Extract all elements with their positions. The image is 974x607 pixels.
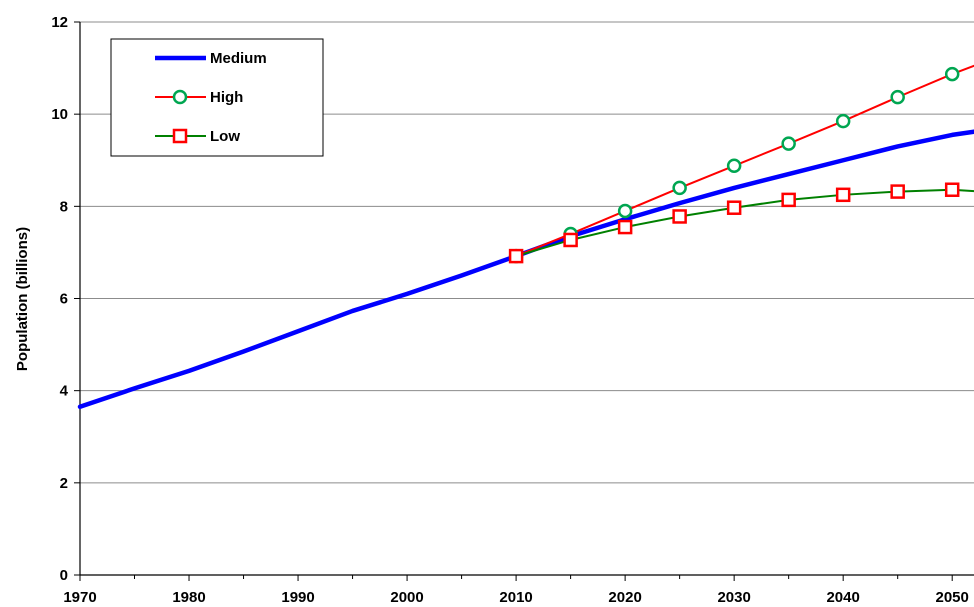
x-tick-label: 2030 [717, 589, 750, 606]
data-point-high [781, 136, 796, 151]
y-tick-label: 12 [51, 14, 68, 31]
x-tick-label: 1970 [63, 589, 96, 606]
data-point-high [672, 180, 687, 196]
legend-item-medium: Medium [155, 50, 267, 67]
series-line-medium [77, 129, 974, 410]
series-line-low [515, 188, 974, 258]
data-point-low [672, 209, 687, 224]
x-tick-label: 2000 [390, 589, 423, 606]
legend-swatch-marker [172, 89, 188, 105]
x-tick-label: 2020 [608, 589, 641, 606]
data-point-low [508, 248, 524, 264]
data-point-low [890, 184, 905, 199]
legend-item-high: High [155, 89, 243, 106]
x-tick-label: 1990 [281, 589, 314, 606]
data-point-low [835, 187, 851, 203]
data-point-low [563, 232, 578, 248]
series-line-high [515, 64, 974, 258]
data-point-high [617, 203, 633, 219]
y-axis-title: Population (billions) [14, 227, 31, 371]
data-point-high [890, 89, 905, 105]
data-point-high [835, 113, 851, 129]
tick-labels: 0 2 4 6 8 10 12 1970 1980 1990 2000 2010 2020 2030 204… [51, 14, 969, 606]
y-tick-label: 10 [51, 106, 68, 123]
legend-label: Low [210, 128, 240, 145]
data-point-low [781, 192, 796, 208]
y-tick-label: 6 [60, 291, 68, 308]
y-tick-label: 2 [60, 475, 68, 492]
legend: Medium High Low [110, 38, 324, 157]
x-tick-label: 1980 [172, 589, 205, 606]
data-point-low [617, 219, 633, 235]
data-point-low [944, 182, 960, 197]
legend-label: Medium [210, 50, 267, 67]
y-tick-label: 4 [60, 383, 69, 400]
x-tick-label: 2050 [936, 589, 969, 606]
x-tick-label: 2040 [826, 589, 859, 606]
data-point-high [726, 158, 742, 174]
series-layer [77, 64, 974, 410]
series-low [508, 182, 974, 264]
y-tick-label: 0 [60, 567, 68, 584]
legend-box [110, 38, 324, 157]
legend-item-low: Low [155, 128, 240, 145]
legend-label: High [210, 89, 243, 106]
axes [74, 21, 974, 581]
data-point-high [944, 66, 960, 82]
y-tick-label: 8 [60, 198, 68, 215]
x-tick-label: 2010 [499, 589, 532, 606]
data-point-low [726, 200, 742, 215]
series-medium [77, 129, 974, 410]
legend-swatch-marker [172, 128, 188, 144]
